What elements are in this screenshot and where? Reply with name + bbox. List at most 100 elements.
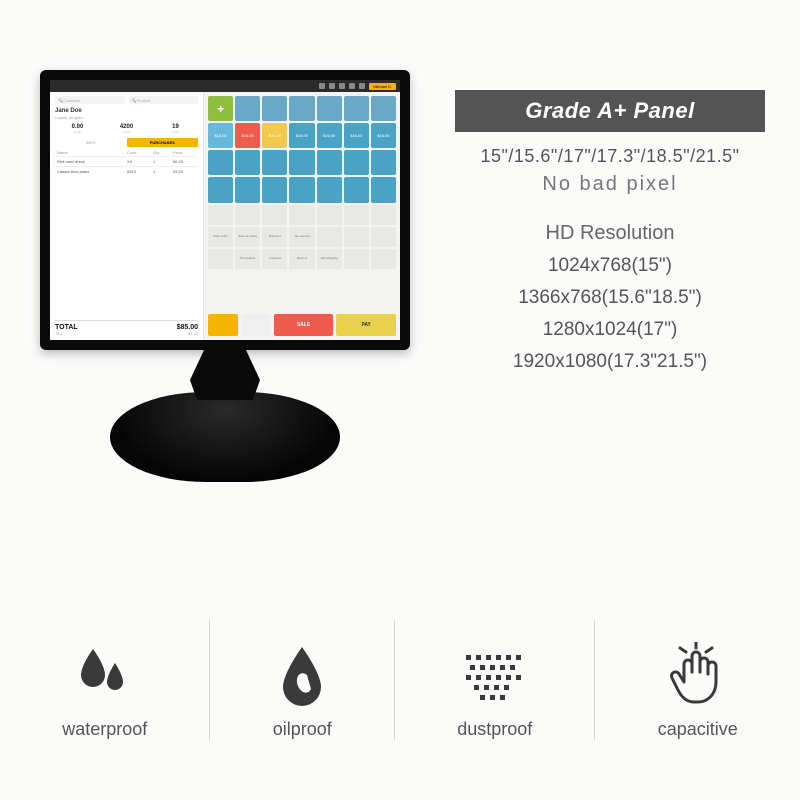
product-cell[interactable] [317,177,342,202]
product-cell[interactable] [262,177,287,202]
product-cell[interactable] [317,150,342,175]
util-cell[interactable]: Add shipping [317,249,342,269]
feature-label: oilproof [273,719,332,740]
tab-info[interactable]: INFO [55,138,127,147]
product-cell[interactable] [344,150,369,175]
pos-monitor-illustration: Michael K. 🔍 Customer 🔍 Product Jane Doe… [40,70,410,482]
product-cell[interactable] [371,177,396,202]
product-grid: +$16.00$16.00$16.00$16.00$16.00$16.00$16… [208,96,396,203]
product-cell[interactable] [344,177,369,202]
stat-label: credit [55,130,100,134]
util-cell[interactable]: Save order [208,227,233,247]
product-cell[interactable] [235,96,260,121]
resolution-line: 1366x768(15.6"18.5") [455,287,765,309]
feature-dustproof: dustproof [457,645,532,740]
titlebar-username: Michael K. [369,83,396,90]
util-cell[interactable] [262,205,287,225]
util-cell[interactable] [208,249,233,269]
product-cell[interactable]: $16.00 [344,123,369,148]
total-value: $85.00 [177,324,198,331]
product-cell[interactable]: $16.00 [289,123,314,148]
product-cell[interactable] [262,150,287,175]
util-cell[interactable]: Coupons [262,249,287,269]
customer-subtitle: Loyalty program [55,115,198,120]
product-cell[interactable] [235,177,260,202]
titlebar-icon [359,83,365,89]
util-cell[interactable] [344,205,369,225]
product-cell[interactable] [289,177,314,202]
titlebar-icon [349,83,355,89]
customer-name: Jane Doe [55,108,198,114]
feature-capacitive: capacitive [658,645,738,740]
monitor-neck [190,350,260,400]
col-code: Code [125,149,151,157]
product-cell[interactable] [344,96,369,121]
util-cell[interactable] [208,205,233,225]
util-cell[interactable] [289,205,314,225]
col-name: Name [55,149,125,157]
util-row: PromotionsCouponsReturnsAdd shipping [208,249,396,269]
product-cell[interactable]: $16.00 [208,123,233,148]
customer-search-ph: Customer [63,98,80,103]
tax-value: $7.20 [188,331,198,336]
col-qty: Qty [151,149,171,157]
util-cell[interactable]: Promotions [235,249,260,269]
util-cell[interactable]: Discount [262,227,287,247]
product-cell[interactable] [289,150,314,175]
util-row: Save orderSave as todayDiscountTax exemp… [208,227,396,247]
resolution-line: 1024x768(15") [455,255,765,277]
action-bar: SALE PAY [208,314,396,336]
feature-label: dustproof [457,719,532,740]
dust-grid-icon [460,645,530,709]
product-cell[interactable]: $16.00 [262,123,287,148]
product-cell[interactable] [371,96,396,121]
util-cell[interactable]: Save as today [235,227,260,247]
util-cell[interactable] [317,205,342,225]
catalog-pane: +$16.00$16.00$16.00$16.00$16.00$16.00$16… [204,92,400,340]
product-cell[interactable] [371,150,396,175]
product-cell[interactable] [208,150,233,175]
product-cell[interactable] [262,96,287,121]
col-price: Price [171,149,198,157]
feature-label: waterproof [62,719,147,740]
grade-badge: Grade A+ Panel [455,90,765,132]
product-cell[interactable] [208,177,233,202]
feature-oilproof: oilproof [273,645,332,740]
tab-purchases[interactable]: PURCHASES [127,138,199,147]
util-cell[interactable] [344,249,369,269]
util-cell[interactable] [317,227,342,247]
feature-divider [209,620,210,740]
product-cell[interactable]: $16.00 [235,123,260,148]
order-table: Name Code Qty Price Red maxi dress XX 1 … [55,149,198,176]
util-cell[interactable] [371,249,396,269]
resolution-line: 1280x1024(17") [455,319,765,341]
util-cell[interactable]: Tax exempt [289,227,314,247]
util-cell[interactable]: Returns [289,249,314,269]
titlebar-icon [339,83,345,89]
product-cell[interactable]: + [208,96,233,121]
pay-button[interactable]: PAY [336,314,396,336]
customer-search[interactable]: 🔍 Customer [55,96,125,104]
product-cell[interactable]: $16.00 [317,123,342,148]
no-bad-pixel: No bad pixel [455,173,765,196]
product-cell[interactable]: $16.00 [371,123,396,148]
table-row[interactable]: Classic blue jeans 0613 1 25.00 [55,167,198,177]
product-search[interactable]: 🔍 Product [129,96,199,104]
menu-button[interactable] [241,314,271,336]
util-cell[interactable] [344,227,369,247]
oil-drop-icon [277,645,327,709]
util-cell[interactable] [371,227,396,247]
product-cell[interactable] [289,96,314,121]
hd-resolution-label: HD Resolution [455,222,765,245]
sale-button[interactable]: SALE [274,314,334,336]
table-row[interactable]: Red maxi dress XX 1 60.00 [55,157,198,167]
size-list: 15"/15.6"/17"/17.3"/18.5"/21.5" [455,146,765,167]
open-drawer-button[interactable] [208,314,238,336]
util-cell[interactable] [235,205,260,225]
product-cell[interactable] [235,150,260,175]
titlebar-icon [329,83,335,89]
product-cell[interactable] [317,96,342,121]
product-search-ph: Product [136,98,150,103]
util-cell[interactable] [371,205,396,225]
tax-label: TAX [55,331,62,336]
